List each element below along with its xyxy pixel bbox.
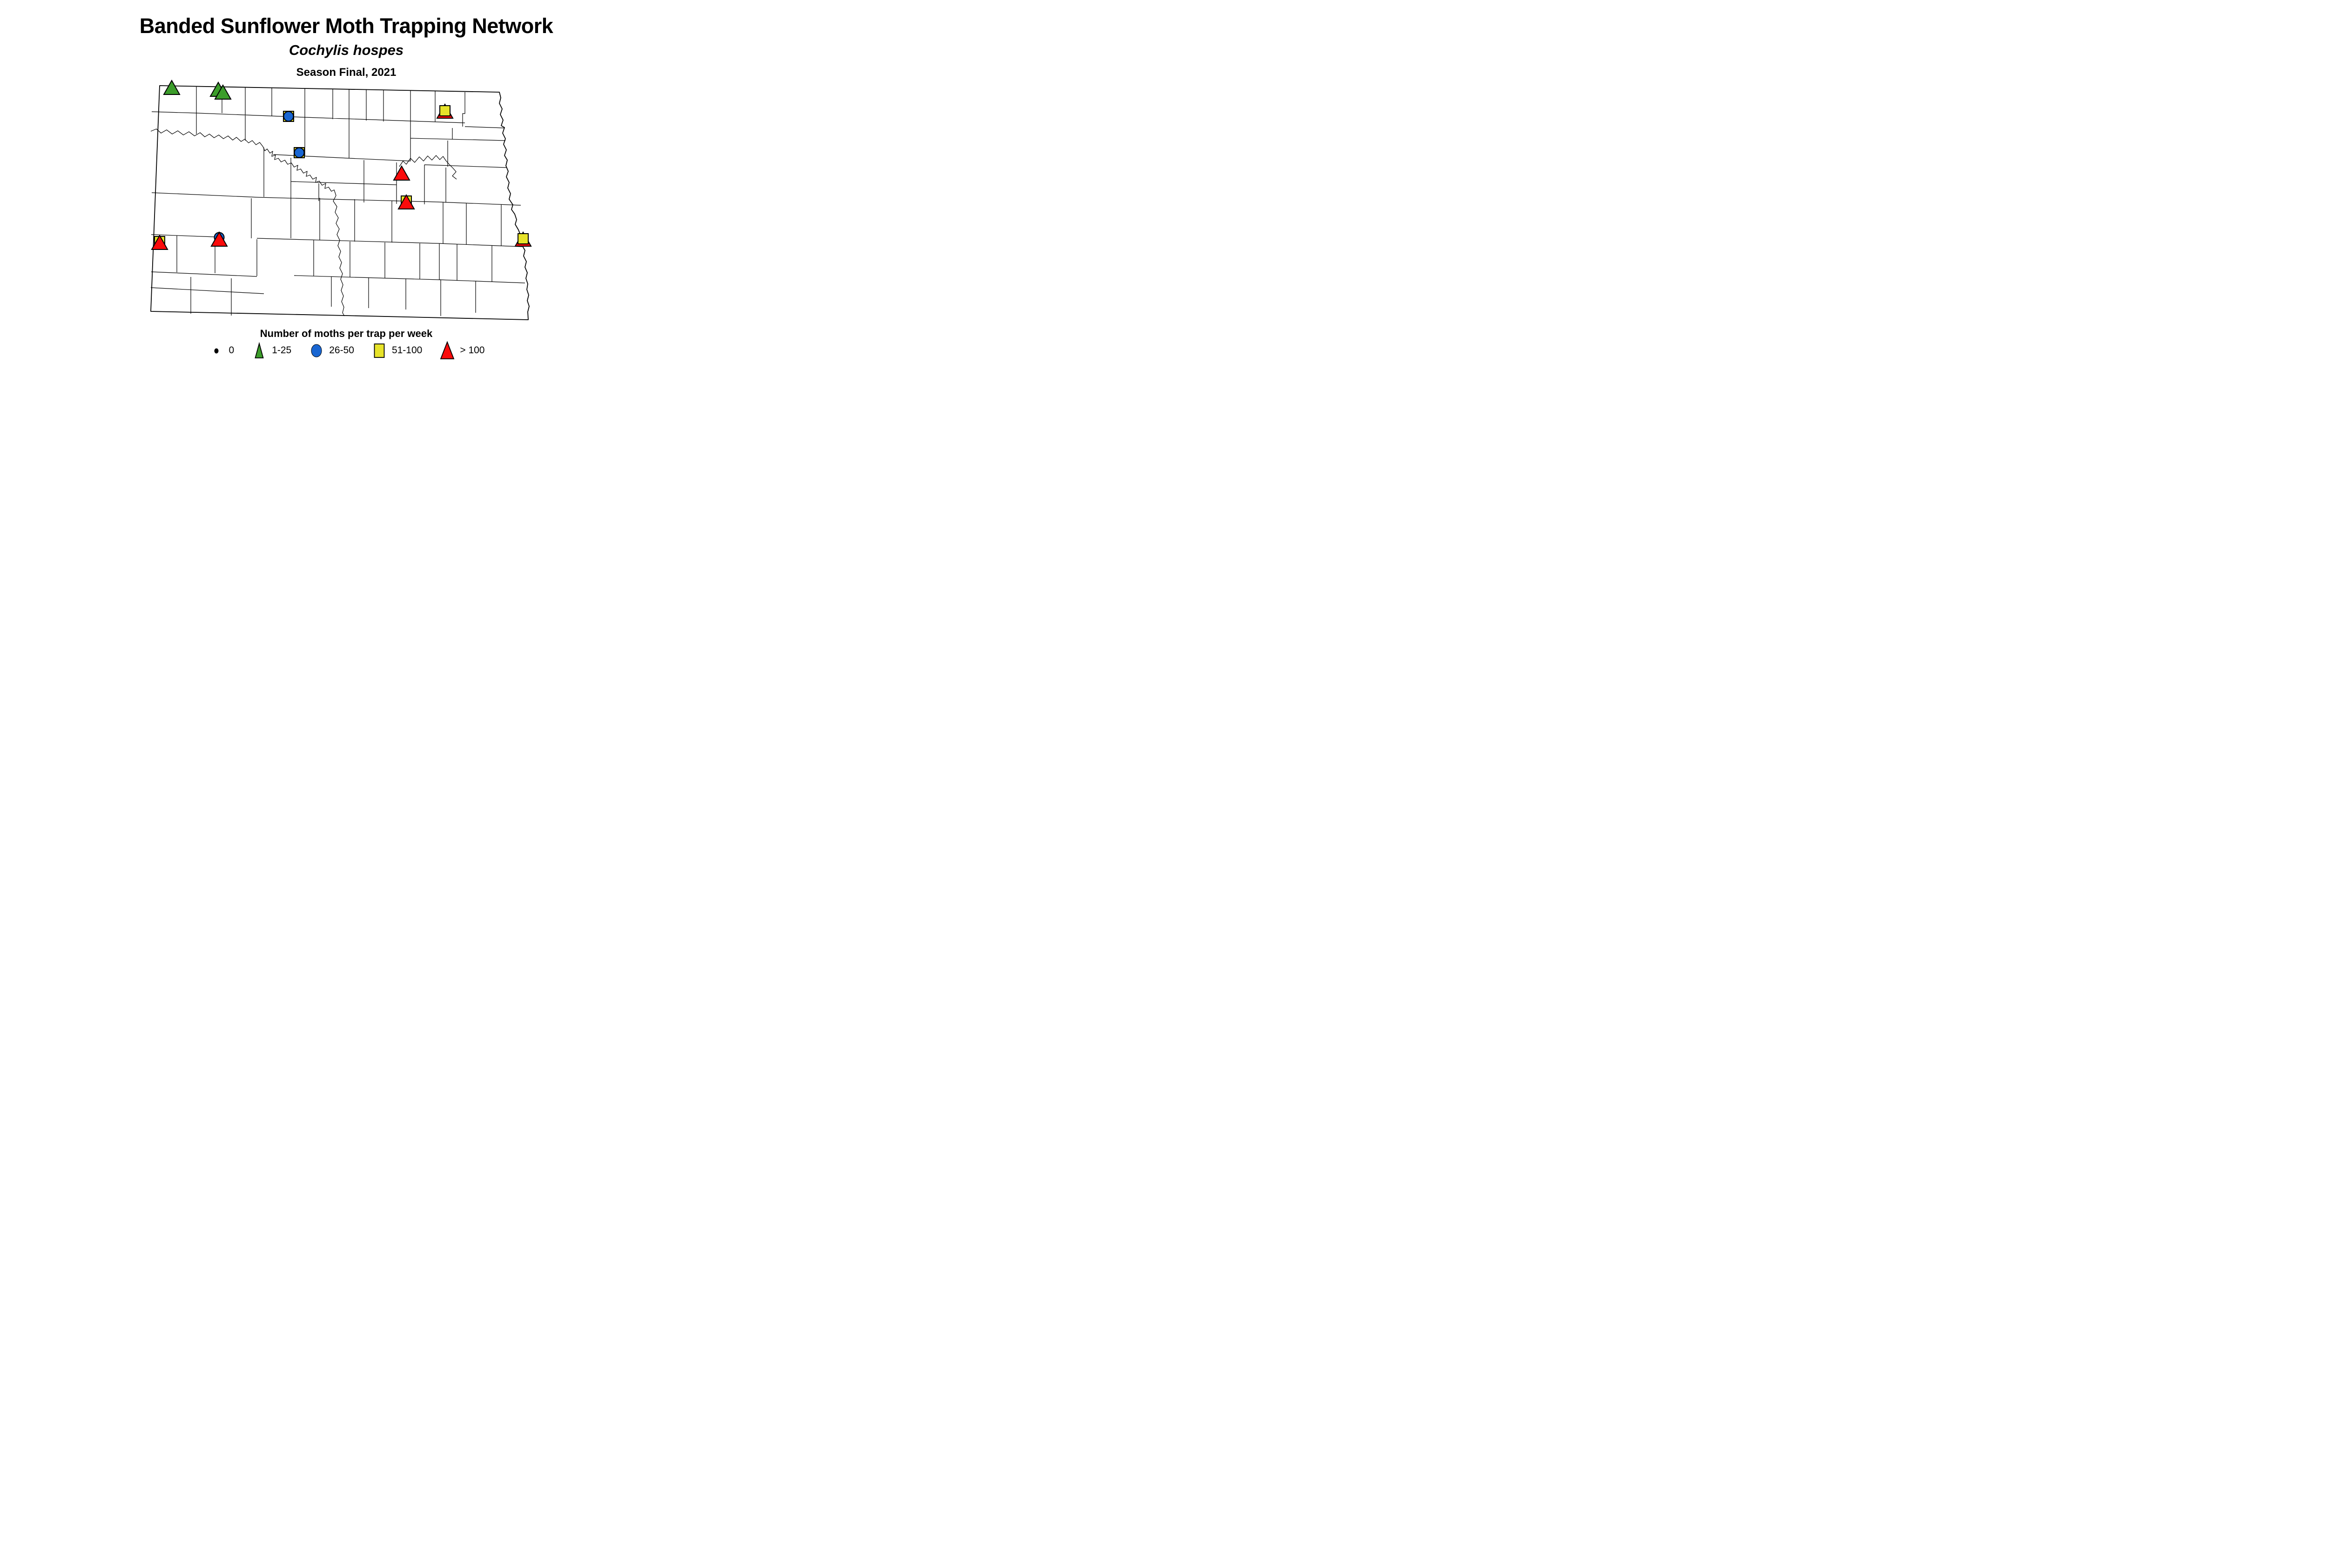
trap-site-marker	[514, 231, 532, 247]
trap-site-marker	[210, 231, 228, 247]
legend-label: 1-25	[272, 345, 292, 356]
legend-label: 51-100	[391, 345, 423, 356]
triangle-marker-icon	[150, 234, 168, 250]
circle-marker-icon	[283, 111, 294, 122]
square-marker-icon	[517, 233, 529, 244]
trap-site-marker	[392, 165, 410, 181]
page-title: Banded Sunflower Moth Trapping Network	[139, 14, 553, 38]
triangle-marker-icon	[210, 231, 228, 247]
triangle-icon-shape	[440, 341, 455, 359]
triangle-icon-shape	[255, 342, 264, 358]
legend-item-1-25: 1-25	[251, 342, 291, 359]
county-boundaries	[150, 87, 525, 316]
legend-item-26-50: 26-50	[308, 342, 354, 359]
circle-marker-icon	[294, 147, 304, 158]
square-icon-shape	[374, 343, 385, 358]
season-label: Season Final, 2021	[296, 66, 397, 79]
square-icon	[374, 343, 385, 358]
content: Banded Sunflower Moth Trapping Network C…	[0, 0, 730, 359]
trap-site-marker	[293, 147, 305, 158]
triangle-icon	[440, 341, 455, 359]
trap-site-markers	[150, 79, 532, 250]
trap-site-marker	[397, 194, 415, 209]
legend-label: 26-50	[329, 345, 354, 356]
circle-icon	[311, 344, 322, 357]
trap-site-marker	[162, 79, 181, 95]
trap-site-marker	[150, 234, 168, 250]
dot-icon-shape	[214, 348, 219, 354]
legend-title: Number of moths per trap per week	[260, 328, 433, 339]
square-marker-icon	[439, 105, 451, 116]
species-subtitle: Cochylis hospes	[289, 42, 404, 58]
devils-lake-line	[399, 155, 457, 180]
legend-label: > 100	[460, 345, 485, 356]
triangle-marker-icon	[392, 165, 410, 181]
triangle-marker-icon	[162, 79, 181, 95]
dot-icon	[214, 348, 219, 354]
circle-icon-shape	[311, 344, 322, 357]
missouri-river-line	[150, 128, 345, 316]
page: Banded Sunflower Moth Trapping Network C…	[0, 0, 730, 381]
trap-site-marker	[436, 103, 454, 119]
north-dakota-county-map	[150, 79, 532, 320]
legend-item-100: > 100	[439, 341, 485, 359]
triangle-marker-icon	[397, 194, 415, 209]
trap-site-marker	[282, 111, 294, 122]
legend-label: 0	[229, 345, 235, 356]
legend-item-0: 0	[208, 342, 235, 359]
triangle-marker-icon	[214, 84, 232, 100]
state-outline	[150, 85, 530, 320]
trap-site-marker	[209, 81, 232, 100]
triangle-icon	[255, 342, 264, 358]
map-container	[150, 79, 543, 322]
legend-item-51-100: 51-100	[371, 342, 422, 359]
legend: 0 1-25 26-50 51-100 > 100	[0, 341, 693, 359]
